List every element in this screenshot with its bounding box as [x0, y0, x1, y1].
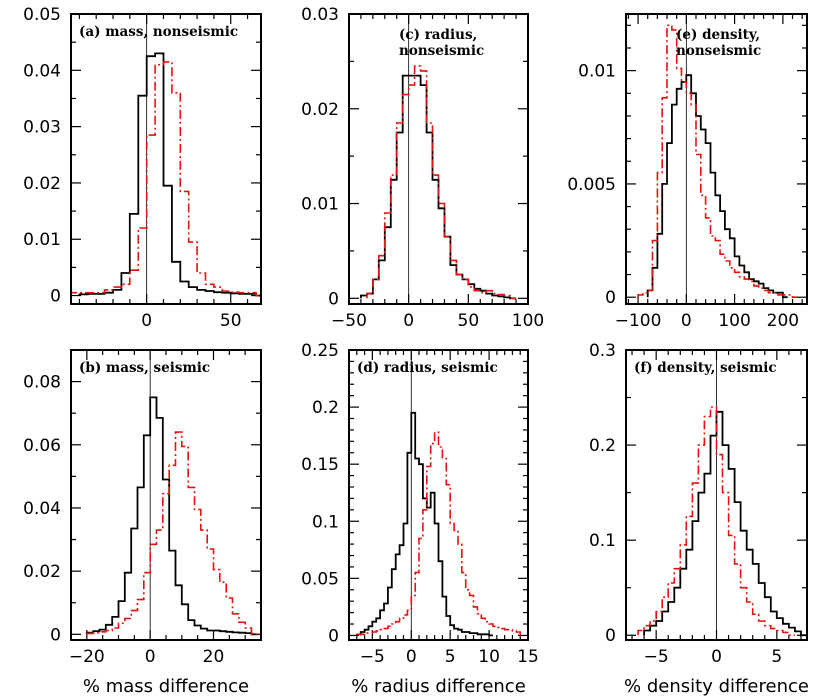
plot-frame	[70, 349, 262, 641]
panel-e: −100 0 100 200 0 0.005 0.01 (e) density, nonseis…	[567, 13, 808, 331]
x-axis-label: % radius difference	[351, 676, 526, 697]
series-1-histogram	[637, 24, 798, 298]
series-0-histogram	[643, 410, 807, 637]
panel-title-line: (c) radius,	[399, 27, 477, 43]
y-tick-label: 0	[328, 289, 339, 309]
series-0-histogram	[85, 396, 258, 636]
x-tick-label: 100	[718, 311, 750, 331]
plot-frame	[348, 349, 529, 641]
y-tick-label: 0.01	[301, 195, 339, 215]
x-tick-label: 0	[681, 311, 692, 331]
plot-frame	[70, 13, 262, 305]
panel-title: (b) mass, seismic	[79, 360, 210, 376]
panel-title-line: (a) mass, nonseismic	[79, 24, 238, 40]
x-tick-label: 100	[512, 311, 544, 331]
y-tick-label: 0.02	[301, 100, 339, 120]
y-tick-label: 0.03	[23, 118, 61, 138]
panel-title-line: (e) density,	[676, 27, 760, 43]
plot-frame	[625, 13, 808, 305]
series-1-histogram	[356, 431, 525, 637]
y-tick-label: 0.08	[23, 373, 61, 393]
x-tick-label: 0	[406, 647, 417, 667]
panel-f: −5 0 5 0 0.1 0.2 0.3 (f) density, seismic % dens…	[589, 341, 809, 697]
y-tick-label: 0.04	[23, 499, 61, 519]
x-tick-label: 0	[711, 647, 722, 667]
x-axis-label: % density difference	[624, 676, 809, 697]
y-tick-label: 0.02	[23, 174, 61, 194]
panel-title: (a) mass, nonseismic	[79, 24, 238, 40]
x-tick-label: −50	[331, 311, 367, 331]
series-1-histogram	[71, 61, 261, 297]
y-tick-label: 0.2	[312, 398, 339, 418]
plot-frame	[348, 13, 529, 305]
y-tick-label: 0.04	[23, 61, 61, 81]
y-tick-label: 0.02	[23, 562, 61, 582]
x-tick-label: 50	[220, 311, 242, 331]
x-tick-label: 0	[403, 311, 414, 331]
series-0-histogram	[360, 74, 517, 300]
x-tick-label: 5	[445, 647, 456, 667]
panel-title-line: (b) mass, seismic	[79, 360, 210, 376]
panel-title-line: (f) density, seismic	[634, 360, 777, 376]
panel-title: (f) density, seismic	[634, 360, 777, 376]
panel-title-line: nonseismic	[399, 43, 484, 59]
series-1-histogram	[637, 406, 795, 636]
y-tick-label: 0.1	[312, 512, 339, 532]
x-axis-label: % mass difference	[83, 676, 249, 697]
x-tick-label: 0	[141, 311, 152, 331]
x-tick-label: 5	[771, 647, 782, 667]
y-tick-label: 0	[328, 626, 339, 646]
panel-title: (d) radius, seismic	[357, 360, 498, 376]
y-tick-label: 0.01	[23, 230, 61, 250]
panel-title: (c) radius, nonseismic	[399, 27, 484, 59]
y-tick-label: 0.25	[301, 341, 339, 361]
series-1-histogram	[366, 65, 517, 300]
x-tick-label: −100	[615, 311, 662, 331]
y-tick-label: 0.3	[589, 341, 616, 361]
y-tick-label: 0.03	[301, 5, 339, 25]
x-tick-label: 10	[478, 647, 500, 667]
x-tick-label: 50	[458, 311, 480, 331]
x-tick-label: −5	[360, 647, 385, 667]
y-tick-label: 0.05	[301, 569, 339, 589]
y-tick-label: 0	[605, 288, 616, 308]
panel-title-line: nonseismic	[676, 43, 761, 59]
series-0-histogram	[78, 52, 261, 297]
panel-b: −20 0 20 0 0.02 0.04 0.06 0.08 (b) mass, seismic…	[23, 349, 262, 697]
series-0-histogram	[646, 74, 788, 299]
y-tick-label: 0.2	[589, 436, 616, 456]
panel-title: (e) density, nonseismic	[676, 27, 761, 59]
y-tick-label: 0.06	[23, 436, 61, 456]
y-tick-label: 0	[605, 626, 616, 646]
y-tick-label: 0.15	[301, 455, 339, 475]
series-0-histogram	[359, 411, 493, 637]
y-tick-label: 0.005	[567, 175, 616, 195]
series-1-histogram	[86, 431, 258, 636]
y-tick-label: 0.05	[23, 5, 61, 25]
panel-d: −5 0 5 10 15 0 0.05 0.1 0.15 0.2 0.25 (d) radius, s…	[301, 341, 539, 697]
x-tick-label: 0	[145, 647, 156, 667]
plot-frame	[625, 349, 808, 641]
x-tick-label: 20	[203, 647, 225, 667]
x-tick-label: 15	[517, 647, 539, 667]
panel-title-line: (d) radius, seismic	[357, 360, 498, 376]
y-tick-label: 0	[50, 625, 61, 645]
x-tick-label: −5	[644, 647, 669, 667]
x-tick-label: 200	[767, 311, 799, 331]
panel-a: 0 50 0 0.01 0.02 0.03 0.04 0.05 (a) mass, nonsei…	[23, 5, 262, 331]
x-tick-label: −20	[69, 647, 105, 667]
y-tick-label: 0	[50, 287, 61, 307]
y-tick-label: 0.01	[578, 62, 616, 82]
y-tick-label: 0.1	[589, 531, 616, 551]
